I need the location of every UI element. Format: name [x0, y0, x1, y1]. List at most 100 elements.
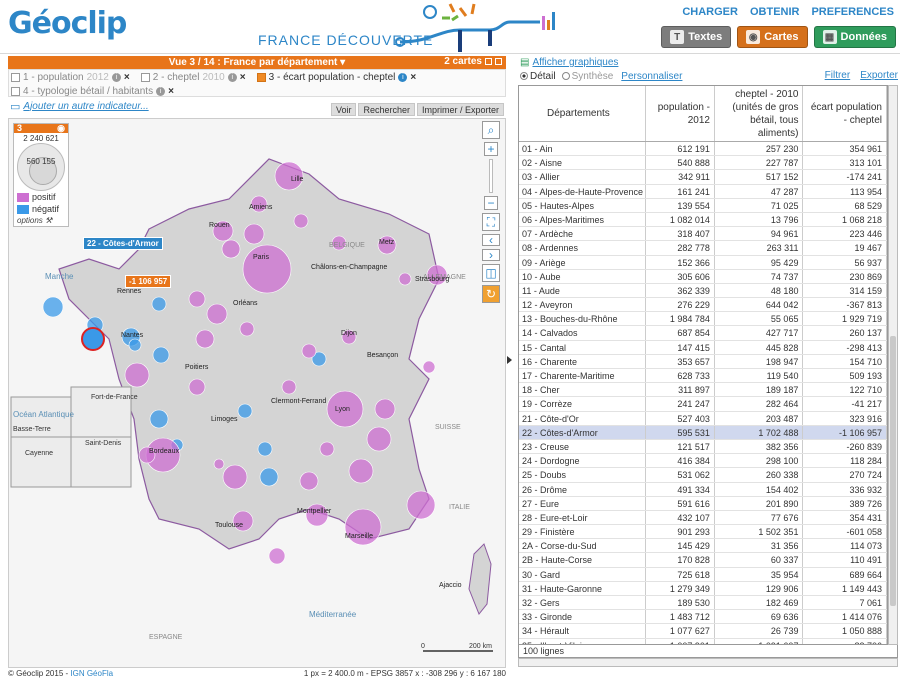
info-icon[interactable]: i — [111, 73, 121, 82]
legend-options-link[interactable]: options ⚒ — [17, 216, 53, 225]
table-row[interactable]: 19 - Corrèze 241 247 282 464 -41 217 — [519, 397, 887, 412]
department-circle[interactable] — [274, 161, 304, 191]
table-row[interactable]: 12 - Aveyron 276 229 644 042 -367 813 — [519, 298, 887, 313]
table-horizontal-scrollbar[interactable] — [518, 658, 898, 667]
close-icon[interactable]: × — [168, 86, 174, 97]
department-circle[interactable] — [422, 360, 436, 374]
mode-donnees-button[interactable]: ▦ Données — [813, 26, 896, 48]
table-row[interactable]: 30 - Gard 725 618 35 954 689 664 — [519, 567, 887, 582]
table-scrollbar[interactable] — [888, 85, 898, 645]
export-link[interactable]: Exporter — [860, 70, 898, 81]
department-circle[interactable] — [239, 321, 255, 337]
menu-preferences[interactable]: PREFERENCES — [811, 6, 894, 18]
ign-source-link[interactable]: IGN GéoFla — [70, 669, 114, 678]
table-row[interactable]: 18 - Cher 311 897 189 187 122 710 — [519, 383, 887, 398]
indicator-checkbox[interactable] — [11, 73, 20, 82]
department-circle[interactable] — [319, 441, 335, 457]
customize-link[interactable]: Personnaliser — [621, 70, 683, 82]
department-circle[interactable] — [374, 398, 396, 420]
info-icon[interactable]: i — [227, 73, 237, 82]
department-circle[interactable] — [426, 264, 448, 286]
department-circle[interactable] — [152, 346, 170, 364]
table-row[interactable]: 14 - Calvados 687 854 427 717 260 137 — [519, 326, 887, 341]
table-row[interactable]: 01 - Ain 612 191 257 230 354 961 — [519, 142, 887, 157]
department-circle[interactable] — [250, 195, 268, 213]
table-row[interactable]: 24 - Dordogne 416 384 298 100 118 284 — [519, 454, 887, 469]
indicator-4[interactable]: 4 - typologie bétail / habitants i × — [11, 85, 174, 98]
table-row[interactable]: 27 - Eure 591 616 201 890 389 726 — [519, 496, 887, 511]
column-header[interactable]: cheptel - 2010 (unités de gros bétail, t… — [715, 86, 804, 141]
close-icon[interactable]: × — [239, 72, 246, 83]
map-canvas[interactable]: Manche Océan Atlantique Méditerranée BEL… — [8, 118, 506, 668]
department-circle[interactable] — [293, 213, 309, 229]
info-icon[interactable]: i — [156, 87, 166, 96]
zoom-out-button[interactable]: − — [484, 196, 498, 210]
table-row[interactable]: 11 - Aude 362 339 48 180 314 159 — [519, 283, 887, 299]
table-row[interactable]: 32 - Gers 189 530 182 469 7 061 — [519, 596, 887, 611]
table-row[interactable]: 35 - Ille-et-Vilaine1 007 9011 091 607-8… — [519, 638, 887, 644]
department-circle[interactable] — [138, 446, 156, 464]
department-circle[interactable] — [212, 220, 234, 242]
table-row[interactable]: 33 - Gironde 1 483 712 69 636 1 414 076 — [519, 610, 887, 625]
department-circle[interactable] — [206, 303, 228, 325]
mode-cartes-button[interactable]: ◉ Cartes — [737, 26, 808, 48]
collapse-arrow-icon[interactable] — [507, 356, 512, 364]
table-row[interactable]: 31 - Haute-Garonne 1 279 349 129 906 1 149 … — [519, 581, 887, 596]
table-row[interactable]: 15 - Cantal 147 415 445 828 -298 413 — [519, 340, 887, 355]
department-circle[interactable] — [406, 490, 436, 520]
show-charts-link[interactable]: Afficher graphiques — [532, 57, 619, 68]
department-circle[interactable] — [128, 338, 142, 352]
department-circle[interactable] — [188, 290, 206, 308]
close-icon[interactable]: × — [410, 72, 417, 83]
table-row[interactable]: 22 - Côtes-d'Armor 595 531 1 702 488 -1 106… — [519, 425, 887, 440]
refresh-icon[interactable]: ↻ — [482, 285, 500, 303]
department-circle[interactable] — [195, 329, 215, 349]
table-row[interactable]: 16 - Charente 353 657 198 947 154 710 — [519, 354, 887, 369]
table-row[interactable]: 03 - Allier 342 911 517 152 -174 241 — [519, 170, 887, 185]
card-layout-icon[interactable] — [485, 58, 492, 65]
table-row[interactable]: 06 - Alpes-Maritimes 1 082 014 13 796 1 068… — [519, 212, 887, 228]
indicator-2[interactable]: 2 - cheptel 2010 i × — [140, 71, 246, 84]
table-row[interactable]: 04 - Alpes-de-Haute-Provence 161 241 47 28… — [519, 184, 887, 199]
card-layout-icon[interactable] — [495, 58, 502, 65]
zoom-in-button[interactable]: + — [484, 142, 498, 156]
table-row[interactable]: 25 - Doubs 531 062 260 338 270 724 — [519, 468, 887, 483]
column-header[interactable]: écart population - cheptel — [803, 86, 887, 141]
column-header[interactable]: Départements — [519, 86, 647, 141]
info-icon[interactable]: i — [398, 73, 408, 82]
department-circle[interactable] — [344, 508, 382, 546]
rechercher-menu[interactable]: Rechercher — [358, 103, 415, 116]
department-circle[interactable] — [311, 351, 327, 367]
department-circle[interactable] — [188, 378, 206, 396]
view-selector[interactable]: Vue 3 / 14 : France par département ▾ 2 … — [8, 56, 506, 69]
camera-icon[interactable]: ◫ — [482, 264, 500, 282]
panel-splitter[interactable] — [506, 56, 514, 668]
department-circle[interactable] — [366, 426, 392, 452]
table-row[interactable]: 2B - Haute-Corse 170 828 60 337 110 491 — [519, 553, 887, 568]
department-circle[interactable] — [326, 390, 364, 428]
table-row[interactable]: 17 - Charente-Maritime 628 733 119 540 509 … — [519, 369, 887, 384]
department-circle[interactable] — [243, 223, 265, 245]
indicator-3[interactable]: 3 - écart population - cheptel i × — [256, 71, 417, 84]
table-row[interactable]: 02 - Aisne 540 888 227 787 313 101 — [519, 156, 887, 171]
filter-link[interactable]: Filtrer — [824, 70, 851, 81]
department-circle[interactable] — [268, 547, 286, 565]
indicator-checkbox[interactable] — [11, 87, 20, 96]
zoom-box-icon[interactable]: ⌕ — [482, 121, 500, 139]
table-row[interactable]: 29 - Finistère 901 293 1 502 351 -601 058 — [519, 525, 887, 540]
table-row[interactable]: 34 - Hérault 1 077 627 26 739 1 050 888 — [519, 624, 887, 639]
table-row[interactable]: 08 - Ardennes 282 778 263 311 19 467 — [519, 241, 887, 256]
table-row[interactable]: 23 - Creuse 121 517 382 356 -260 839 — [519, 439, 887, 455]
eye-icon[interactable]: ◉ — [57, 123, 65, 133]
department-circle[interactable] — [149, 409, 169, 429]
department-circle[interactable] — [222, 464, 248, 490]
table-row[interactable]: 09 - Ariège 152 366 95 429 56 937 — [519, 255, 887, 270]
full-extent-icon[interactable]: ⛶ — [482, 213, 500, 231]
table-row[interactable]: 05 - Hautes-Alpes 139 554 71 025 68 529 — [519, 198, 887, 213]
department-circle[interactable] — [331, 235, 347, 251]
department-circle[interactable] — [151, 296, 167, 312]
pan-left-icon[interactable]: ‹ — [482, 233, 500, 247]
department-circle[interactable] — [299, 471, 319, 491]
close-icon[interactable]: × — [123, 72, 130, 83]
detail-radio[interactable]: Détail — [520, 71, 556, 82]
